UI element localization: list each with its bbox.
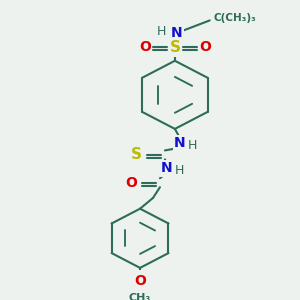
Text: O: O bbox=[139, 40, 151, 54]
Text: CH₃: CH₃ bbox=[129, 293, 151, 300]
Text: O: O bbox=[125, 176, 137, 190]
Text: H: H bbox=[175, 164, 184, 177]
Text: S: S bbox=[169, 40, 180, 55]
Text: S: S bbox=[130, 147, 142, 162]
Text: C(CH₃)₃: C(CH₃)₃ bbox=[214, 13, 256, 23]
Text: H: H bbox=[188, 139, 197, 152]
Text: O: O bbox=[199, 40, 211, 54]
Text: N: N bbox=[174, 136, 186, 150]
Text: O: O bbox=[134, 274, 146, 288]
Text: N: N bbox=[171, 26, 183, 40]
Text: H: H bbox=[156, 25, 166, 38]
Text: N: N bbox=[161, 161, 173, 176]
